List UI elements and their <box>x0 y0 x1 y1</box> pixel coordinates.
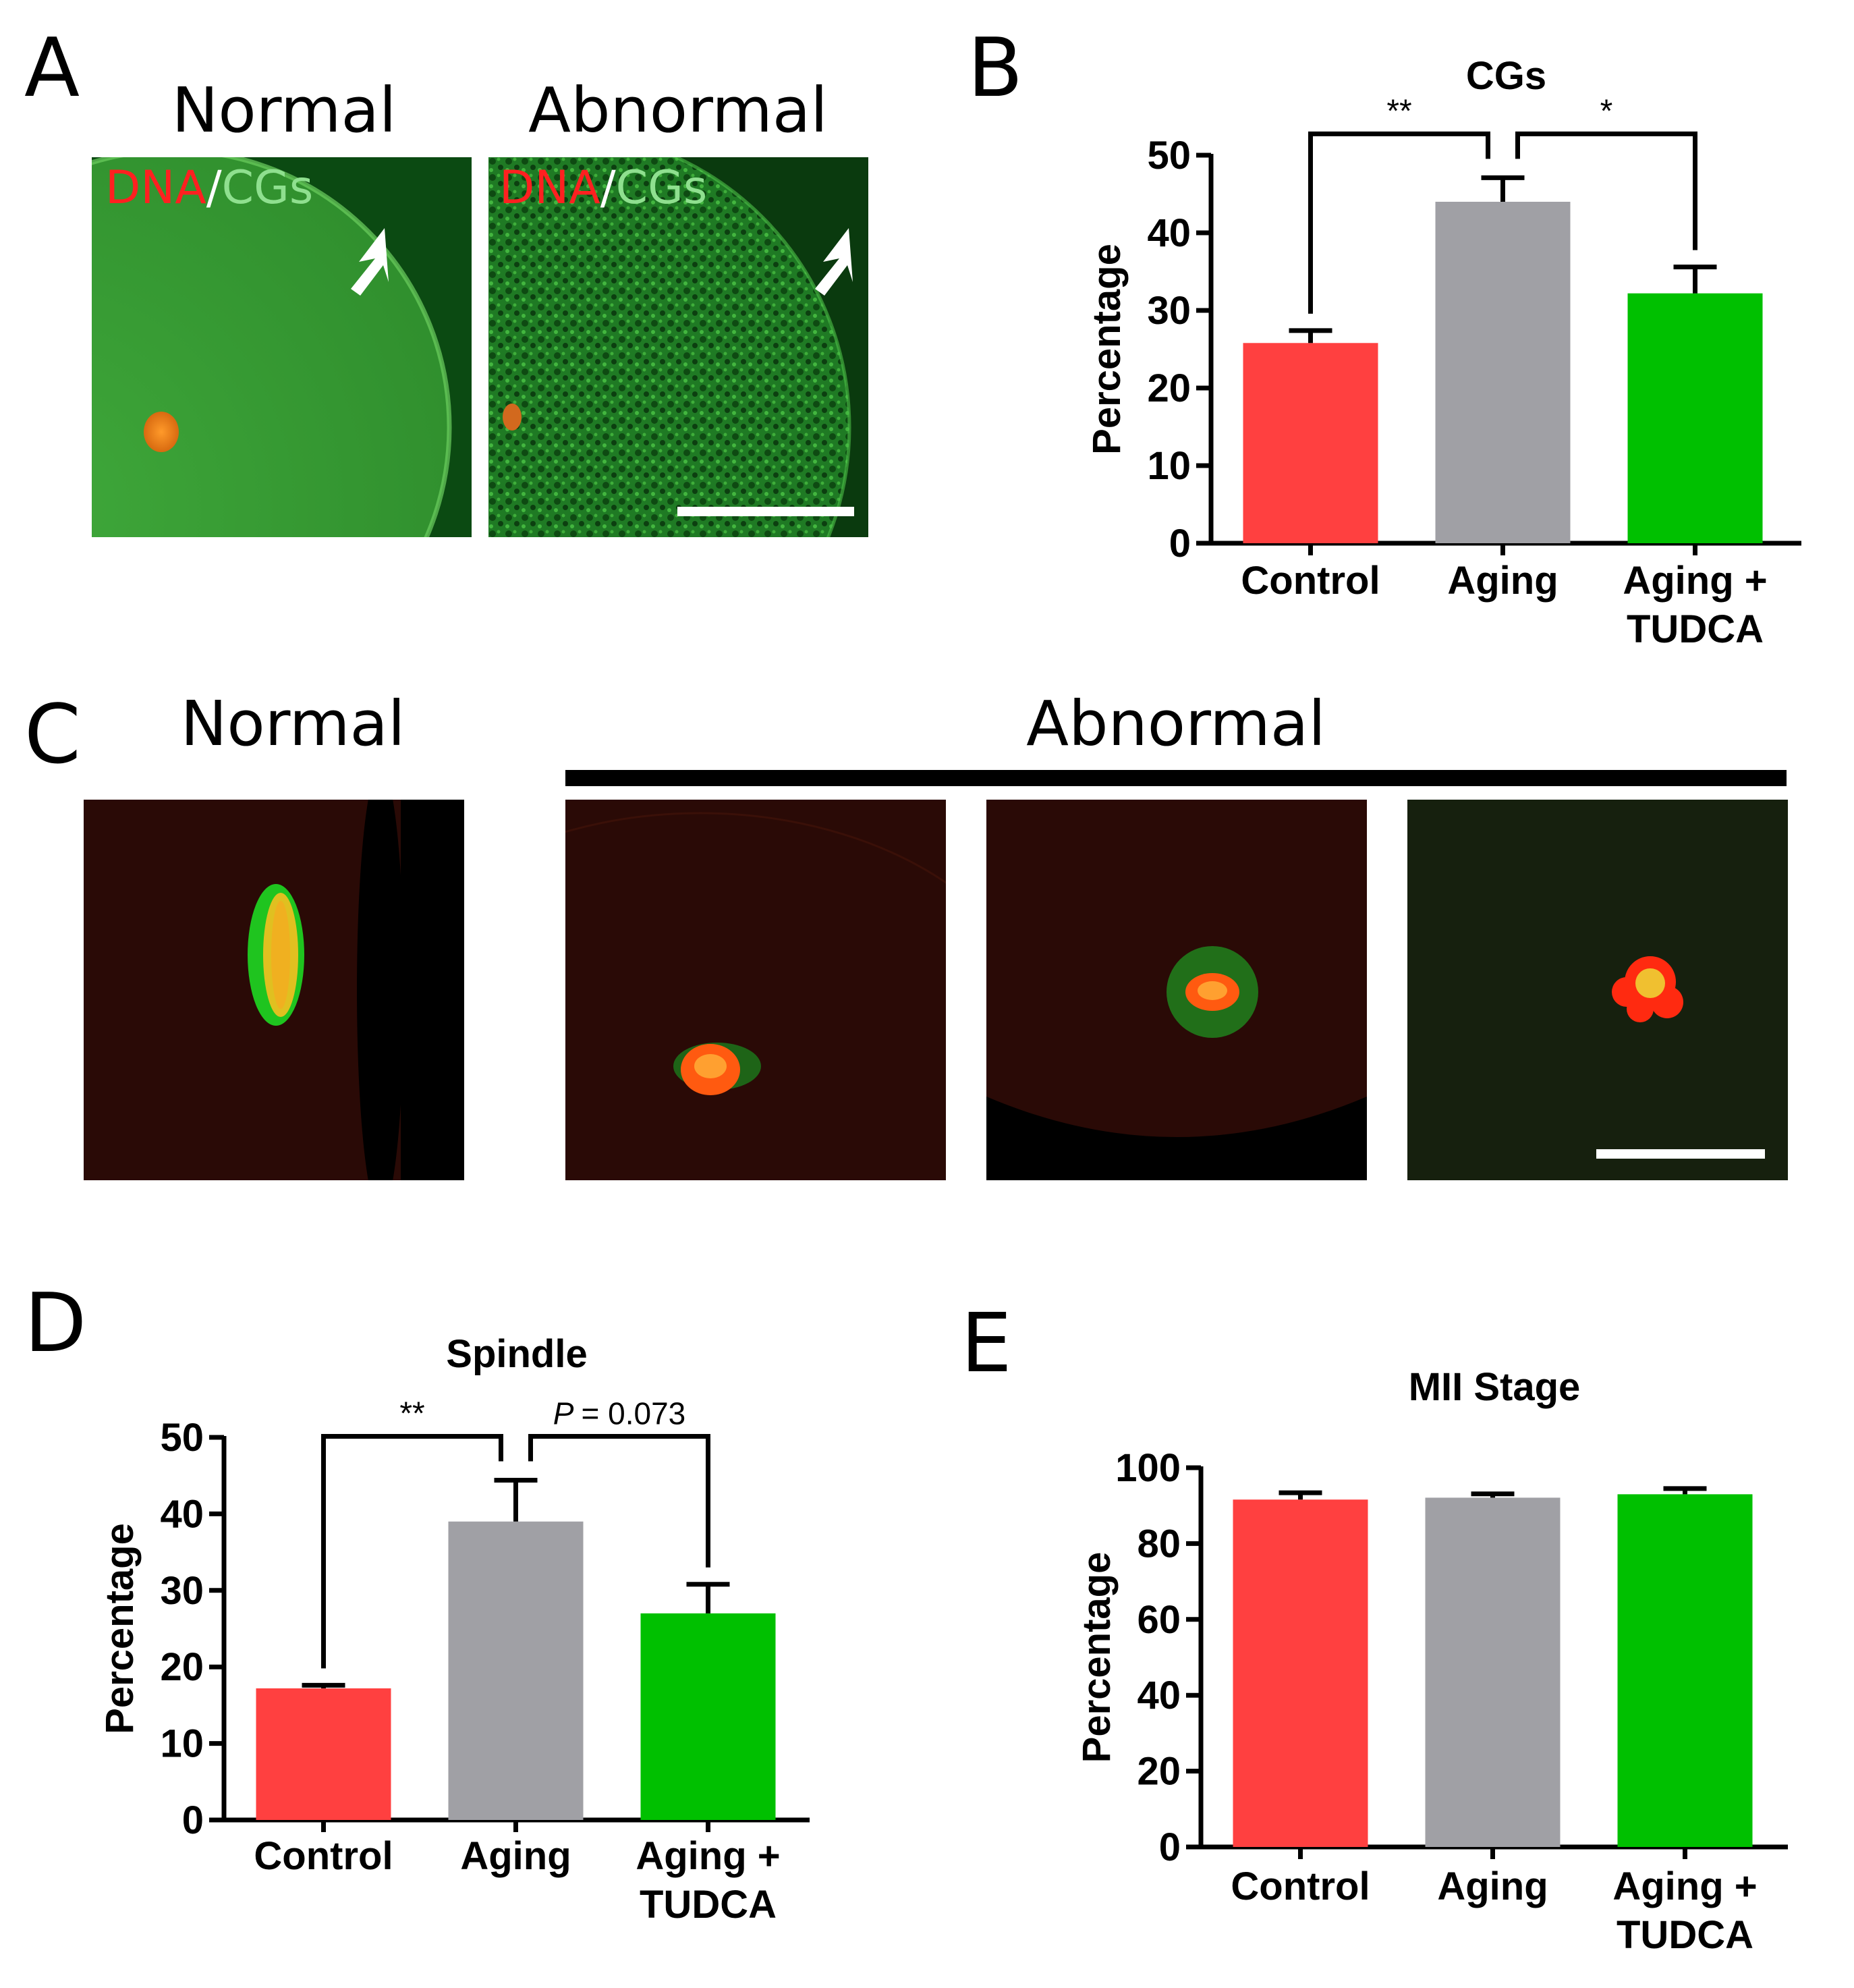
scale-bar <box>677 507 854 516</box>
panel-c-abnormal-title: Abnormal <box>1026 688 1326 760</box>
scale-bar <box>1596 1149 1765 1159</box>
y-tick-label: 10 <box>160 1722 204 1766</box>
x-tick-label: Aging <box>1437 1865 1548 1908</box>
x-tick-label: TUDCA <box>1617 1913 1753 1957</box>
x-tick-label: Control <box>1231 1865 1370 1908</box>
y-tick-label: 40 <box>1137 1674 1181 1717</box>
significance-bracket <box>321 1434 503 1669</box>
chart-b: CGs Percentage 0 10 20 30 40 50 Control Aging Agin… <box>1079 40 1842 675</box>
panel-a-normal-title: Normal <box>171 74 397 146</box>
arrow-icon <box>351 228 389 296</box>
bar <box>1425 1497 1561 1847</box>
bar <box>1617 1494 1753 1847</box>
y-tick-label: 0 <box>1169 522 1191 565</box>
panel-c-abnormal-image-1 <box>565 800 946 1180</box>
y-tick-label: 10 <box>1147 444 1191 488</box>
panel-a-abnormal-stain-label: DNA/CGs <box>499 165 707 211</box>
significance-label: ** <box>399 1396 424 1432</box>
chart-title: CGs <box>1466 54 1546 98</box>
x-tick-label: Control <box>254 1834 393 1878</box>
bar <box>1627 293 1763 543</box>
y-tick-label: 0 <box>182 1798 204 1842</box>
chart-d-plot: Spindle Percentage 0 10 20 30 40 50 Control Aging… <box>98 1332 810 1927</box>
y-tick-label: 40 <box>1147 211 1191 255</box>
y-tick-label: 80 <box>1137 1522 1181 1566</box>
chart-e-plot: MII Stage Percentage 0 20 40 60 80 100 Control Ag… <box>1075 1365 1788 1957</box>
y-axis-label: Percentage <box>1075 1552 1119 1763</box>
y-tick-label: 30 <box>1147 289 1191 333</box>
panel-c-letter: C <box>24 688 81 782</box>
significance-bracket <box>1308 131 1490 314</box>
x-tick-label: TUDCA <box>1627 607 1764 651</box>
panel-c-abnormal-image-3 <box>1407 800 1788 1180</box>
significance-label: ** <box>1386 93 1411 129</box>
significance-bracket <box>528 1434 710 1568</box>
y-tick-label: 20 <box>160 1645 204 1689</box>
stain-separator: / <box>600 161 616 215</box>
arrow-icon <box>815 228 853 296</box>
y-tick-label: 60 <box>1137 1598 1181 1642</box>
y-tick-label: 20 <box>1137 1750 1181 1794</box>
significance-label: * <box>1600 93 1613 129</box>
stain-separator: / <box>206 161 222 215</box>
chart-b-plot: CGs Percentage 0 10 20 30 40 50 Control Aging Agin… <box>1085 54 1801 651</box>
bar <box>640 1613 776 1820</box>
panel-c-abnormal-image-2 <box>986 800 1367 1180</box>
bar <box>1243 343 1378 543</box>
chart-e: MII Stage Percentage 0 20 40 60 80 100 Control Ag… <box>1052 1360 1828 1967</box>
chart-d: Spindle Percentage 0 10 20 30 40 50 Control Aging… <box>98 1329 850 1937</box>
panel-a-normal-image <box>92 157 472 537</box>
y-tick-label: 30 <box>160 1569 204 1613</box>
x-tick-label: Aging + <box>1623 559 1767 603</box>
y-tick-label: 100 <box>1115 1446 1181 1490</box>
y-axis-label: Percentage <box>98 1523 142 1734</box>
x-tick-label: Aging + <box>1612 1865 1757 1908</box>
panel-b-letter: B <box>967 22 1023 115</box>
panel-a-abnormal-image <box>488 157 868 537</box>
abnormal-group-bar <box>565 770 1787 786</box>
p-value-symbol: P <box>553 1396 582 1431</box>
bar <box>1233 1499 1368 1847</box>
stain-cgs-label: CGs <box>615 161 708 215</box>
panel-c-normal-image <box>84 800 464 1180</box>
panel-d-letter: D <box>24 1277 87 1371</box>
bar <box>256 1688 391 1820</box>
significance-label: P = 0.073 <box>553 1396 686 1431</box>
bar <box>448 1521 584 1820</box>
chart-title: Spindle <box>446 1332 587 1376</box>
y-tick-label: 0 <box>1159 1825 1181 1869</box>
stain-dna-label: DNA <box>499 161 600 215</box>
panel-c-normal-title: Normal <box>180 688 405 760</box>
panel-e-letter: E <box>961 1297 1012 1391</box>
x-tick-label: Aging + <box>636 1834 780 1878</box>
y-axis-label: Percentage <box>1085 244 1129 455</box>
p-value-text: = 0.073 <box>582 1396 686 1431</box>
stain-dna-label: DNA <box>105 161 206 215</box>
y-tick-label: 20 <box>1147 366 1191 410</box>
x-tick-label: TUDCA <box>640 1883 777 1927</box>
chart-title: MII Stage <box>1409 1365 1581 1409</box>
y-tick-label: 50 <box>1147 134 1191 177</box>
panel-a-letter: A <box>24 22 80 115</box>
x-tick-label: Control <box>1241 559 1380 603</box>
bar <box>1435 202 1571 543</box>
y-tick-label: 40 <box>160 1492 204 1536</box>
x-tick-label: Aging <box>1447 559 1558 603</box>
stain-cgs-label: CGs <box>221 161 314 215</box>
panel-a-abnormal-title: Abnormal <box>528 74 828 146</box>
significance-bracket <box>1515 131 1697 250</box>
x-tick-label: Aging <box>460 1834 571 1878</box>
panel-a-normal-stain-label: DNA/CGs <box>105 165 313 211</box>
y-tick-label: 50 <box>160 1416 204 1460</box>
